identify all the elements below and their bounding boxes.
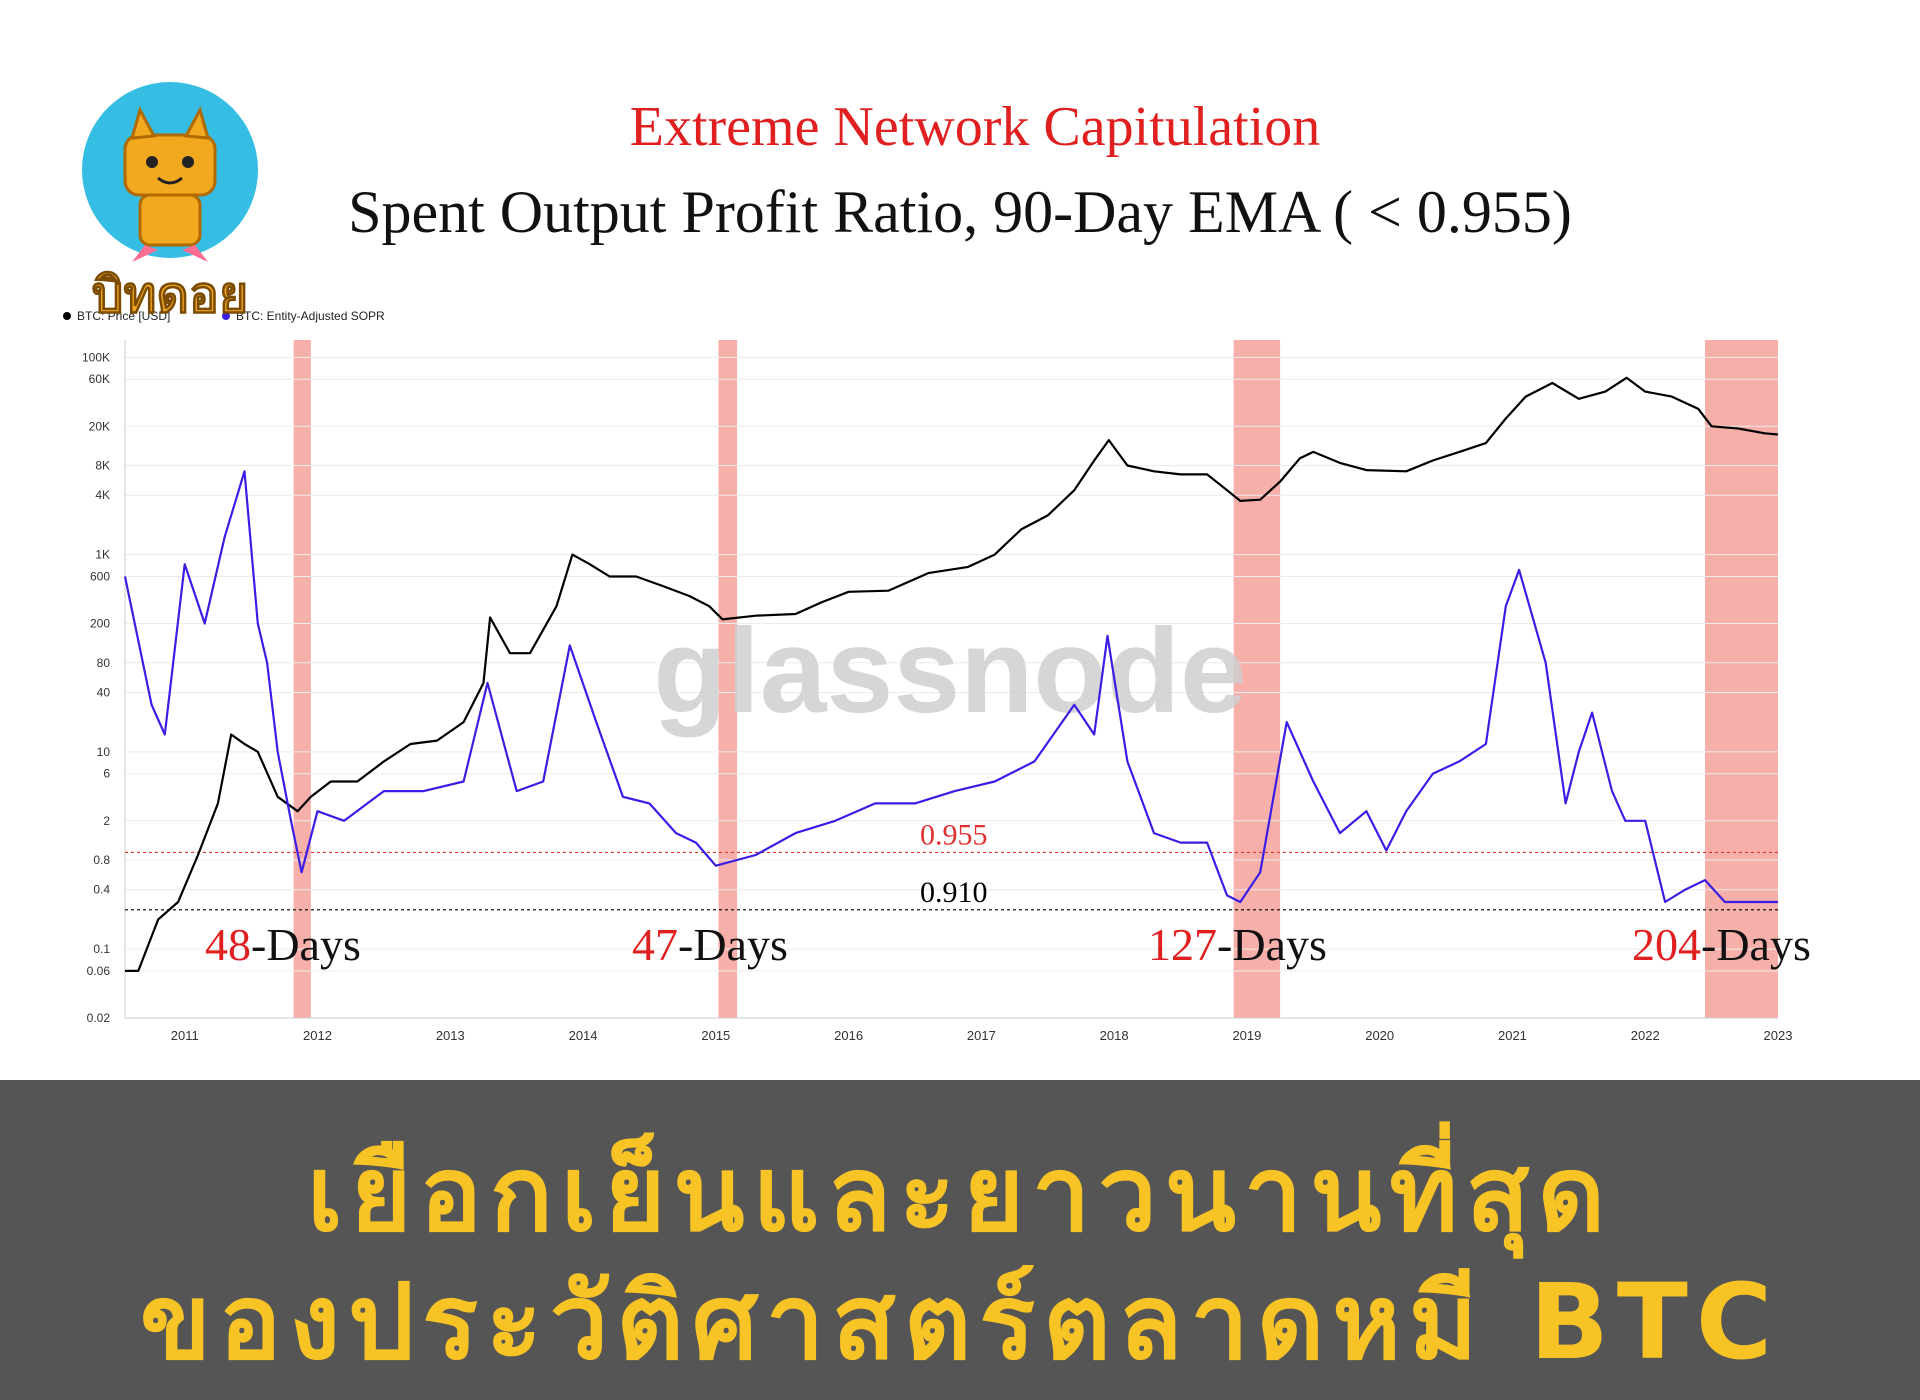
days-number: 48 xyxy=(205,919,251,970)
legend-sopr-label: BTC: Entity-Adjusted SOPR xyxy=(236,309,385,323)
y-tick-label: 1K xyxy=(95,548,110,562)
x-tick-label: 2020 xyxy=(1365,1028,1394,1043)
y-tick-label: 10 xyxy=(97,745,111,759)
chart-subtitle: Spent Output Profit Ratio, 90-Day EMA ( … xyxy=(348,179,1572,245)
series-line-sopr xyxy=(123,470,1778,904)
days-suffix: -Days xyxy=(1217,919,1327,970)
capitulation-days-label-1: 48-Days xyxy=(205,919,361,970)
y-tick-label: 8K xyxy=(95,459,110,473)
capitulation-band-2 xyxy=(718,340,738,1018)
watermark: glassnode xyxy=(653,604,1247,738)
capitulation-band-1 xyxy=(293,340,311,1018)
x-tick-label: 2021 xyxy=(1498,1028,1527,1043)
y-tick-label: 600 xyxy=(90,569,110,583)
legend-price-swatch xyxy=(63,312,71,320)
series-line-price xyxy=(125,376,1779,972)
x-tick-label: 2017 xyxy=(967,1028,996,1043)
chart-title: Extreme Network Capitulation xyxy=(630,96,1320,158)
x-tick-label: 2016 xyxy=(834,1028,863,1043)
y-axis: 100K 60K 20K 8K 4K 1K 600 200 80 40 10 6 2 0.8 0.4 0.1 0… xyxy=(82,350,110,1025)
x-tick-label: 2013 xyxy=(436,1028,465,1043)
threshold-label-0.955: 0.955 xyxy=(920,818,988,851)
y-tick-label: 100K xyxy=(82,350,110,364)
y-tick-label: 0.06 xyxy=(87,964,111,978)
legend: BTC: Price [USD] BTC: Entity-Adjusted SO… xyxy=(63,309,385,323)
x-tick-label: 2012 xyxy=(303,1028,332,1043)
days-number: 204 xyxy=(1632,919,1701,970)
capitulation-days-label-2: 47-Days xyxy=(632,919,788,970)
threshold-label-0.910: 0.910 xyxy=(920,876,988,909)
caption-banner: เยือกเย็นและยาวนานที่สุด ของประวัติศาสตร… xyxy=(0,1080,1920,1400)
y-tick-label: 200 xyxy=(90,617,110,631)
capitulation-band-4 xyxy=(1704,340,1778,1018)
threshold-lines: 0.955 0.910 xyxy=(125,818,1778,911)
banner-line-2: ของประวัติศาสตร์ตลาดหมี BTC xyxy=(139,1261,1781,1383)
x-tick-label: 2015 xyxy=(701,1028,730,1043)
days-suffix: -Days xyxy=(678,919,788,970)
y-tick-label: 0.02 xyxy=(87,1011,111,1025)
y-tick-label: 20K xyxy=(89,419,110,433)
capitulation-bands xyxy=(293,340,1778,1018)
capitulation-days-label-4: 204-Days xyxy=(1632,919,1811,970)
days-suffix: -Days xyxy=(251,919,361,970)
chart: Extreme Network Capitulation Spent Outpu… xyxy=(63,96,1811,1043)
x-tick-label: 2014 xyxy=(569,1028,598,1043)
x-tick-label: 2018 xyxy=(1100,1028,1129,1043)
legend-price-label: BTC: Price [USD] xyxy=(77,309,170,323)
logo: บิทดอย xyxy=(82,82,258,320)
y-tick-label: 0.4 xyxy=(93,883,110,897)
y-tick-label: 6 xyxy=(103,767,110,781)
x-tick-label: 2019 xyxy=(1232,1028,1261,1043)
days-suffix: -Days xyxy=(1701,919,1811,970)
cat-mascot-icon xyxy=(82,82,258,262)
y-tick-label: 2 xyxy=(103,814,110,828)
days-number: 47 xyxy=(632,919,678,970)
days-number: 127 xyxy=(1148,919,1217,970)
capitulation-band-3 xyxy=(1233,340,1281,1018)
capitulation-day-labels: 48-Days 47-Days 127-Days 204-Days xyxy=(205,919,1811,970)
x-tick-label: 2022 xyxy=(1631,1028,1660,1043)
y-tick-label: 80 xyxy=(97,656,111,670)
y-tick-label: 40 xyxy=(97,685,111,699)
x-tick-label: 2023 xyxy=(1764,1028,1793,1043)
series-lines xyxy=(123,376,1779,972)
x-tick-label: 2011 xyxy=(171,1028,199,1043)
y-tick-label: 60K xyxy=(89,372,110,386)
logo-text: บิทดอย xyxy=(92,266,249,320)
y-tick-label: 4K xyxy=(95,488,110,502)
y-tick-label: 0.8 xyxy=(93,853,110,867)
x-axis: 2011 2012 2013 2014 2015 2016 2017 2018 2019 2020… xyxy=(171,1028,1793,1043)
legend-sopr-swatch xyxy=(222,312,230,320)
banner-line-1: เยือกเย็นและยาวนานที่สุด xyxy=(306,1133,1613,1255)
y-tick-label: 0.1 xyxy=(93,942,110,956)
capitulation-days-label-3: 127-Days xyxy=(1148,919,1327,970)
